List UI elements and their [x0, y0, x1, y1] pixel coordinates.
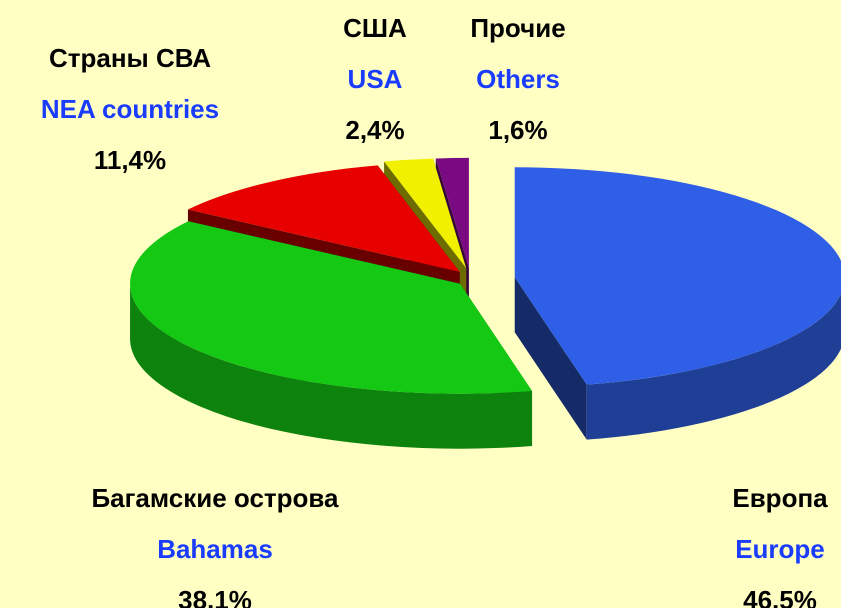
value-label: 38,1% [178, 585, 252, 608]
category-label-en: USA [348, 64, 403, 94]
category-label-en: NEA countries [41, 94, 219, 124]
category-label: Страны СВА [49, 43, 211, 73]
slice [514, 167, 841, 385]
value-label: 46,5% [743, 585, 817, 608]
category-label-en: Europe [735, 534, 825, 564]
slice-side [586, 293, 841, 440]
slice-side [130, 283, 533, 449]
value-label: 2,4% [345, 115, 404, 145]
value-label: 11,4% [94, 145, 166, 175]
slice-cut-face [514, 277, 587, 440]
slice [130, 221, 533, 394]
category-label: Прочие [470, 13, 565, 43]
category-label: США [343, 13, 407, 43]
category-label: Европа [732, 483, 828, 513]
category-label-en: Others [476, 64, 560, 94]
category-label-en: Bahamas [157, 534, 273, 564]
value-label: 1,6% [488, 115, 547, 145]
category-label: Багамские острова [91, 483, 339, 513]
slice [384, 158, 467, 269]
slice [435, 157, 469, 268]
slice [187, 165, 460, 272]
